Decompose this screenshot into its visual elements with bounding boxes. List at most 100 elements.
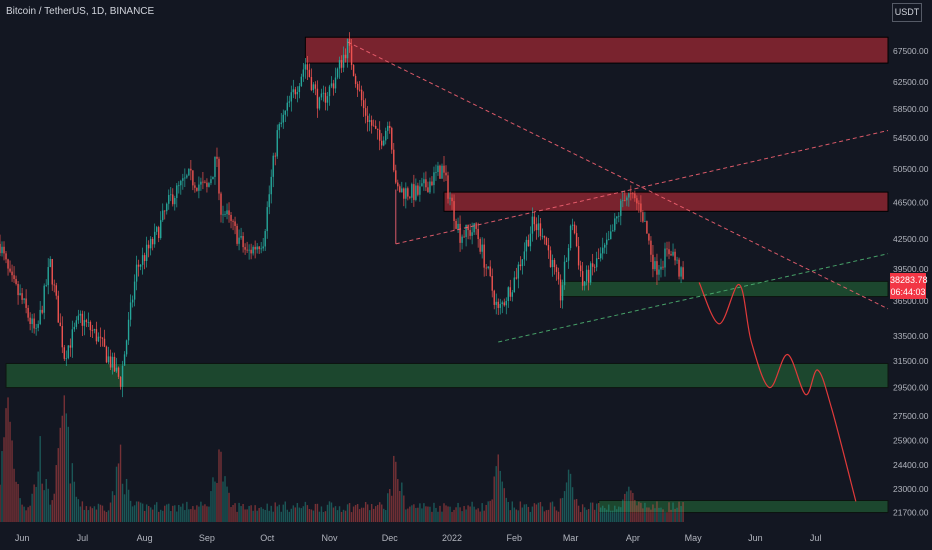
- volume-bar: [381, 504, 383, 522]
- y-tick-label: 24400.00: [893, 460, 929, 470]
- volume-bar: [358, 509, 361, 522]
- volume-bar: [519, 501, 522, 522]
- candle-body: [87, 322, 90, 323]
- candle-body: [238, 237, 240, 244]
- candle-body: [425, 179, 427, 188]
- volume-bar: [320, 506, 323, 522]
- volume-bar: [407, 508, 409, 522]
- volume-bar: [47, 488, 49, 522]
- volume-bar: [401, 482, 403, 522]
- volume-bar: [178, 504, 180, 522]
- candle-body: [230, 214, 232, 221]
- candle-body: [376, 128, 379, 130]
- candle-body: [481, 244, 483, 252]
- volume-bar: [240, 506, 242, 522]
- volume-bar: [230, 507, 232, 522]
- volume-bar: [411, 505, 413, 522]
- volume-bar: [662, 509, 664, 522]
- candle-body: [166, 203, 168, 212]
- candle-body: [618, 215, 620, 217]
- volume-bar: [290, 508, 293, 522]
- candle-body: [101, 337, 104, 339]
- volume-bar: [581, 504, 584, 522]
- volume-bar: [336, 510, 339, 522]
- volume-bar: [244, 509, 246, 522]
- volume-bar: [417, 507, 419, 522]
- volume-bar: [467, 505, 469, 522]
- candle-body: [25, 298, 27, 308]
- candle-body: [350, 45, 353, 66]
- volume-bar: [413, 504, 415, 522]
- volume-bar: [499, 470, 501, 522]
- volume-bar: [316, 503, 319, 522]
- volume-bar: [288, 511, 291, 522]
- candle-body: [489, 266, 491, 276]
- volume-bar: [443, 503, 445, 522]
- trendlines-layer: [347, 41, 889, 343]
- volume-bar: [103, 510, 106, 522]
- candle-body: [304, 64, 307, 70]
- volume-bar: [391, 495, 393, 522]
- candle-body: [33, 318, 35, 329]
- candle-body: [624, 200, 626, 201]
- y-tick-label: 54500.00: [893, 133, 929, 143]
- volume-bar: [43, 490, 45, 522]
- candle-body: [312, 84, 315, 91]
- candle-body: [135, 264, 138, 282]
- volume-bar: [489, 500, 491, 522]
- volume-bar: [310, 509, 313, 522]
- volume-bar: [13, 468, 15, 522]
- volume-bar: [25, 510, 27, 522]
- volume-bar: [344, 510, 347, 522]
- candle-body: [127, 319, 130, 341]
- volume-bar: [200, 501, 202, 522]
- volume-bar: [248, 505, 250, 522]
- volume-bar: [642, 508, 644, 522]
- volume-bar: [55, 465, 57, 522]
- volume-bar: [332, 507, 335, 522]
- volume-bar: [83, 509, 86, 522]
- volume-bar: [51, 500, 53, 522]
- candle-body: [640, 203, 642, 213]
- volume-bar: [531, 506, 534, 522]
- candle-body: [1, 246, 3, 254]
- candle-body: [35, 327, 37, 329]
- volume-bar: [218, 449, 220, 522]
- candle-body: [507, 287, 509, 301]
- candle-body: [168, 194, 170, 204]
- volume-bar: [67, 426, 70, 522]
- volume-bar: [21, 504, 23, 522]
- candle-body: [162, 210, 164, 221]
- volume-bar: [352, 506, 355, 522]
- volume-bar: [137, 501, 140, 522]
- volume-bar: [527, 506, 530, 522]
- x-tick-label: Mar: [563, 533, 579, 543]
- candle-body: [362, 100, 365, 109]
- volume-bar: [186, 501, 188, 522]
- currency-badge[interactable]: USDT: [892, 3, 922, 22]
- candle-body: [411, 184, 413, 198]
- candle-body: [324, 92, 327, 103]
- volume-bar: [634, 499, 636, 522]
- candle-body: [330, 83, 333, 87]
- candle-body: [214, 156, 216, 177]
- candle-body: [529, 233, 532, 247]
- candle-body: [370, 120, 373, 126]
- volume-bar: [517, 510, 520, 522]
- candle-body: [276, 130, 278, 157]
- resistance-zone: [304, 36, 889, 64]
- volume-bar: [471, 501, 473, 522]
- volume-bar: [535, 504, 538, 522]
- candle-body: [682, 267, 684, 279]
- volume-bar: [93, 506, 96, 522]
- candle-body: [65, 358, 68, 360]
- volume-bar: [557, 511, 560, 522]
- volume-bar: [473, 506, 475, 522]
- candle-body: [274, 155, 276, 157]
- volume-bar: [31, 493, 33, 522]
- volume-bar: [45, 479, 47, 522]
- candle-body: [332, 83, 335, 89]
- volume-bar: [644, 502, 646, 522]
- candle-body: [79, 313, 82, 316]
